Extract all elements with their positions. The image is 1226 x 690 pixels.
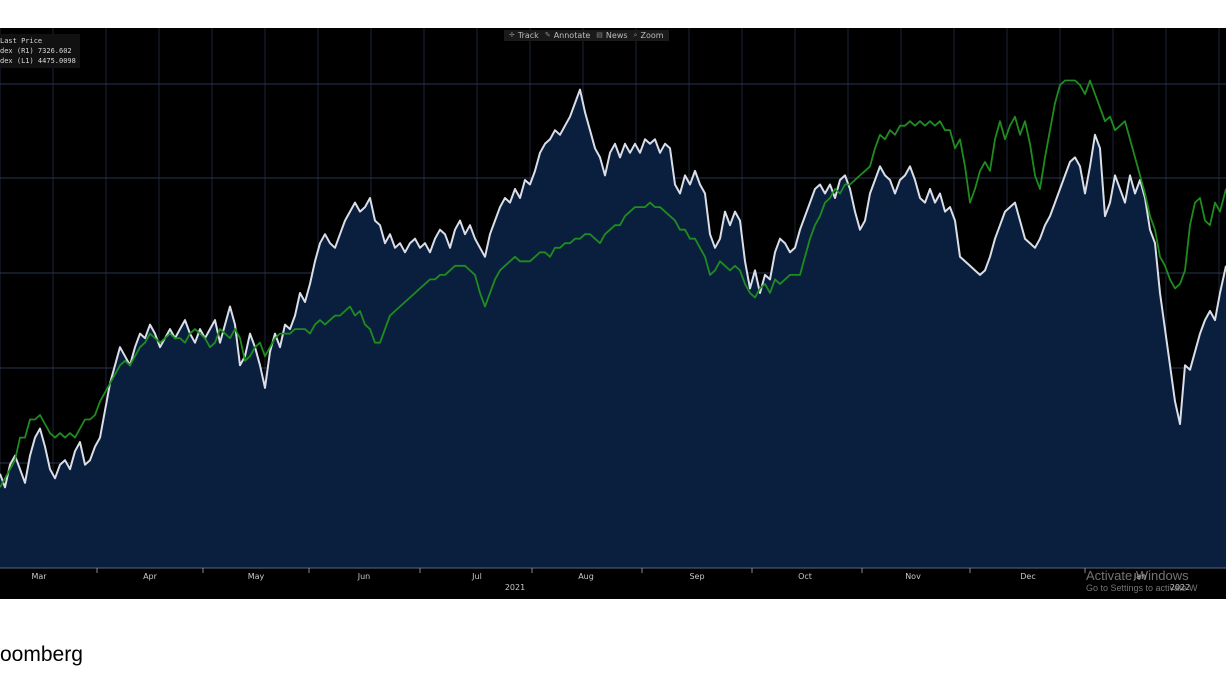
year-label: 2021 bbox=[505, 583, 525, 592]
x-tick-label: Dec bbox=[1020, 572, 1035, 581]
x-tick-label: Mar bbox=[31, 572, 47, 581]
source-label: oomberg bbox=[0, 643, 83, 666]
price-chart: Mar Apr May Jun Jul Aug Sep Oct Nov Dec Jan 2021 202… bbox=[0, 28, 1226, 592]
legend: Last Price dex (R1) 7326.602 dex (L1) 44… bbox=[0, 34, 80, 68]
annotate-label: Annotate bbox=[553, 31, 591, 40]
track-label: Track bbox=[517, 31, 539, 40]
news-icon: ▤ bbox=[596, 31, 603, 39]
x-tick-label: Jun bbox=[357, 572, 371, 581]
watermark-line-1: Activate Windows bbox=[1086, 568, 1189, 583]
magnifier-icon: ⌕ bbox=[633, 31, 638, 39]
pencil-icon: ✎ bbox=[544, 31, 551, 39]
x-tick-label: Apr bbox=[143, 572, 158, 581]
track-tool[interactable]: ✛ Track bbox=[509, 30, 539, 41]
x-tick-label: Sep bbox=[689, 572, 704, 581]
x-axis: Mar Apr May Jun Jul Aug Sep Oct Nov Dec Jan 2021 202… bbox=[0, 567, 1226, 592]
series-r1-area bbox=[0, 89, 1226, 568]
x-tick-label: Jul bbox=[471, 572, 482, 581]
crosshair-icon: ✛ bbox=[509, 31, 515, 39]
x-tick-label: Oct bbox=[798, 572, 812, 581]
chart-toolbar: ✛ Track ✎ Annotate ▤ News ⌕ Zoom bbox=[504, 30, 669, 41]
legend-entry-r1: dex (R1) 7326.602 bbox=[0, 47, 72, 55]
x-tick-label: Aug bbox=[578, 572, 594, 581]
x-tick-label: Jan bbox=[1133, 572, 1146, 581]
x-tick-label: May bbox=[248, 572, 265, 581]
x-tick-label: Nov bbox=[905, 572, 921, 581]
activation-watermark: Activate Windows Go to Settings to activ… bbox=[1086, 568, 1198, 593]
series-layer bbox=[0, 79, 1226, 568]
chart-panel: Mar Apr May Jun Jul Aug Sep Oct Nov Dec Jan 2021 202… bbox=[0, 28, 1226, 599]
watermark-line-2: Go to Settings to activate W bbox=[1086, 583, 1198, 593]
zoom-tool[interactable]: ⌕ Zoom bbox=[634, 30, 664, 41]
news-label: News bbox=[605, 31, 628, 40]
year-label-next: 2022 bbox=[1170, 583, 1190, 592]
annotate-tool[interactable]: ✎ Annotate bbox=[545, 30, 590, 41]
news-tool[interactable]: ▤ News bbox=[596, 30, 627, 41]
legend-entry-l1: dex (L1) 4475.0098 bbox=[0, 57, 76, 65]
zoom-label: Zoom bbox=[640, 31, 664, 40]
series-l1-line bbox=[0, 79, 1226, 488]
legend-title: Last Price bbox=[0, 37, 43, 45]
